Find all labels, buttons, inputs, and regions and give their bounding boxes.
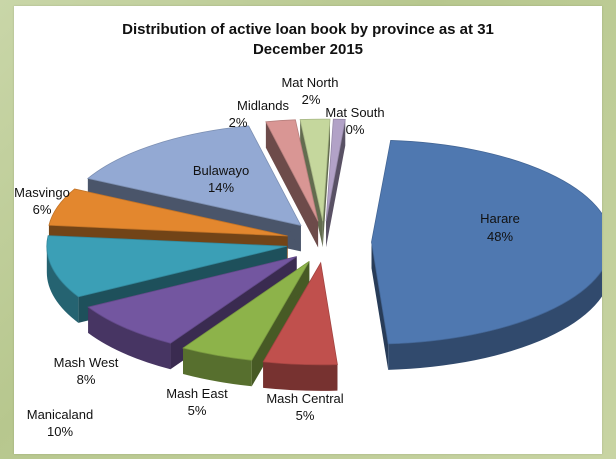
slice-top-harare: [371, 140, 602, 345]
label-mat-north-name: Mat North: [281, 75, 338, 90]
slice-harare: [371, 140, 602, 370]
label-mat-south-name: Mat South: [325, 105, 384, 120]
label-bulawayo-value: 14%: [208, 180, 234, 195]
label-mash-central-name: Mash Central: [266, 391, 343, 406]
slice-top-bulawayo: [86, 125, 302, 227]
pie-chart: Harare 48% Mash Central 5% Mash East 5% …: [14, 75, 602, 439]
label-midlands-name: Midlands: [237, 98, 290, 113]
slice-wall-mash-central-0: [263, 361, 338, 391]
slice-side-mat-north-1: [322, 119, 331, 248]
label-harare-name: Harare: [480, 211, 520, 226]
label-masvingo-value: 6%: [33, 202, 52, 217]
label-harare-value: 48%: [487, 229, 513, 244]
label-masvingo-name: Masvingo: [14, 185, 70, 200]
label-manicaland-value: 10%: [47, 424, 73, 439]
chart-title: Distribution of active loan book by prov…: [14, 20, 602, 60]
label-midlands-value: 2%: [229, 115, 248, 130]
slice-top-manicaland: [46, 235, 287, 298]
label-mat-south-value: 0%: [346, 122, 365, 137]
label-manicaland-name: Manicaland: [27, 407, 94, 422]
pie-slices: [46, 118, 602, 391]
slice-midlands: [265, 119, 319, 248]
slice-mash-central: [262, 261, 338, 391]
pie-labels: Harare 48% Mash Central 5% Mash East 5% …: [14, 75, 520, 439]
slice-wall-harare-0: [388, 270, 602, 370]
label-mat-north-value: 2%: [302, 92, 321, 107]
chart-frame: Distribution of active loan book by prov…: [14, 6, 602, 454]
label-mash-west-name: Mash West: [54, 355, 119, 370]
slice-top-mat-south: [325, 118, 346, 222]
slice-mat-north: [299, 118, 331, 248]
slice-wall-mash-west-0: [88, 307, 171, 370]
slice-top-mash-east: [182, 260, 310, 361]
slice-wall-mash-east-0: [183, 348, 252, 387]
slice-side-midlands-0: [265, 121, 319, 248]
slice-wall-manicaland-0: [46, 246, 79, 323]
slice-side-harare-1: [371, 242, 389, 370]
slice-mat-south: [325, 118, 346, 248]
slice-mash-east: [182, 260, 310, 387]
slice-top-mash-central: [262, 261, 338, 366]
label-mash-west-value: 8%: [77, 372, 96, 387]
label-bulawayo-name: Bulawayo: [193, 163, 249, 178]
chart-title-line-2: December 2015: [252, 41, 364, 58]
chart-title-line-1: Distribution of active loan book by prov…: [122, 21, 494, 38]
slice-top-midlands: [265, 119, 319, 222]
label-mash-east-name: Mash East: [166, 386, 228, 401]
slice-side-mat-south-1: [326, 119, 346, 248]
slice-top-mash-west: [87, 256, 297, 344]
slice-top-masvingo: [48, 188, 288, 237]
label-mash-central-value: 5%: [296, 408, 315, 423]
label-mash-east-value: 5%: [188, 403, 207, 418]
slice-side-mat-north-0: [300, 119, 323, 248]
slice-top-mat-north: [299, 118, 331, 222]
